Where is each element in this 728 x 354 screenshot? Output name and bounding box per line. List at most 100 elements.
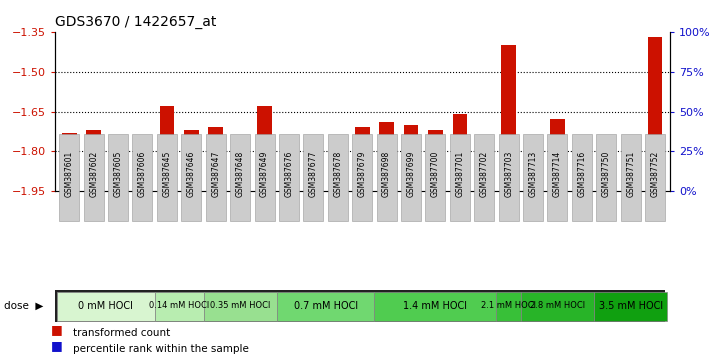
FancyBboxPatch shape (474, 134, 494, 221)
Bar (257, 183, 272, 191)
FancyBboxPatch shape (108, 134, 128, 221)
Text: ■: ■ (51, 323, 63, 336)
Text: GSM387714: GSM387714 (553, 150, 562, 196)
Bar (87, 130, 101, 191)
FancyBboxPatch shape (84, 134, 103, 221)
FancyBboxPatch shape (645, 134, 665, 221)
Bar (502, 45, 516, 191)
Text: GSM387702: GSM387702 (480, 150, 488, 196)
Bar (623, 183, 638, 191)
FancyBboxPatch shape (450, 134, 470, 221)
FancyBboxPatch shape (523, 134, 543, 221)
Bar (62, 187, 76, 191)
Bar (159, 106, 174, 191)
Bar (404, 125, 419, 191)
Bar (62, 133, 76, 191)
FancyBboxPatch shape (425, 134, 446, 221)
Text: transformed count: transformed count (73, 328, 170, 338)
FancyBboxPatch shape (499, 134, 518, 221)
Bar (496, 292, 521, 321)
Bar (477, 180, 491, 191)
Bar (594, 292, 668, 321)
Bar (428, 130, 443, 191)
Bar (257, 106, 272, 191)
Text: GSM387751: GSM387751 (626, 150, 636, 196)
Bar (574, 143, 589, 191)
Text: GSM387678: GSM387678 (333, 150, 342, 196)
Bar (233, 141, 248, 191)
Bar (111, 187, 125, 191)
Text: 3.5 mM HOCl: 3.5 mM HOCl (598, 301, 662, 310)
Text: GSM387752: GSM387752 (651, 150, 660, 196)
FancyBboxPatch shape (401, 134, 421, 221)
FancyBboxPatch shape (376, 134, 397, 221)
Bar (154, 292, 204, 321)
Text: GSM387647: GSM387647 (211, 150, 220, 197)
Bar (623, 141, 638, 191)
Bar (184, 130, 199, 191)
Bar (477, 138, 491, 191)
Bar (306, 138, 320, 191)
FancyBboxPatch shape (352, 134, 372, 221)
FancyBboxPatch shape (206, 134, 226, 221)
Bar (453, 114, 467, 191)
Text: dose  ▶: dose ▶ (4, 301, 43, 311)
Text: GSM387677: GSM387677 (309, 150, 318, 197)
FancyBboxPatch shape (132, 134, 152, 221)
FancyBboxPatch shape (304, 134, 323, 221)
FancyBboxPatch shape (572, 134, 592, 221)
Bar (87, 182, 101, 191)
Bar (374, 292, 496, 321)
Bar (550, 120, 565, 191)
Text: GSM387649: GSM387649 (260, 150, 269, 197)
Bar (550, 183, 565, 191)
Text: 1.4 mM HOCl: 1.4 mM HOCl (403, 301, 467, 310)
Bar (111, 162, 125, 191)
Text: GSM387648: GSM387648 (236, 150, 245, 196)
Bar (306, 185, 320, 191)
FancyBboxPatch shape (59, 134, 79, 221)
Bar (379, 185, 394, 191)
Text: 0.35 mM HOCl: 0.35 mM HOCl (210, 301, 270, 310)
FancyBboxPatch shape (255, 134, 274, 221)
Text: GSM387700: GSM387700 (431, 150, 440, 197)
FancyBboxPatch shape (181, 134, 202, 221)
Bar (331, 143, 345, 191)
Text: GDS3670 / 1422657_at: GDS3670 / 1422657_at (55, 16, 216, 29)
Bar (379, 122, 394, 191)
Text: 2.1 mM HOCl: 2.1 mM HOCl (481, 301, 536, 310)
Bar (277, 292, 374, 321)
FancyBboxPatch shape (230, 134, 250, 221)
Bar (521, 292, 594, 321)
Text: GSM387716: GSM387716 (577, 150, 586, 196)
Bar (648, 178, 662, 191)
FancyBboxPatch shape (596, 134, 617, 221)
Text: GSM387645: GSM387645 (162, 150, 171, 197)
Text: GSM387679: GSM387679 (357, 150, 367, 197)
Bar (648, 37, 662, 191)
Bar (428, 185, 443, 191)
FancyBboxPatch shape (279, 134, 299, 221)
Bar (355, 127, 370, 191)
Bar (208, 127, 223, 191)
Text: GSM387606: GSM387606 (138, 150, 147, 197)
Bar (208, 183, 223, 191)
Text: GSM387605: GSM387605 (114, 150, 122, 197)
FancyBboxPatch shape (328, 134, 348, 221)
Bar (135, 190, 150, 191)
Text: GSM387676: GSM387676 (285, 150, 293, 197)
Text: GSM387703: GSM387703 (505, 150, 513, 197)
Bar (331, 185, 345, 191)
Text: GSM387750: GSM387750 (602, 150, 611, 197)
Bar (159, 183, 174, 191)
Bar (282, 149, 296, 191)
Text: GSM387698: GSM387698 (382, 150, 391, 196)
FancyBboxPatch shape (157, 134, 177, 221)
Text: GSM387601: GSM387601 (65, 150, 74, 196)
Bar (57, 292, 154, 321)
Text: GSM387646: GSM387646 (187, 150, 196, 197)
Bar (282, 185, 296, 191)
Bar (355, 185, 370, 191)
Text: 2.8 mM HOCl: 2.8 mM HOCl (530, 301, 585, 310)
Bar (599, 141, 614, 191)
